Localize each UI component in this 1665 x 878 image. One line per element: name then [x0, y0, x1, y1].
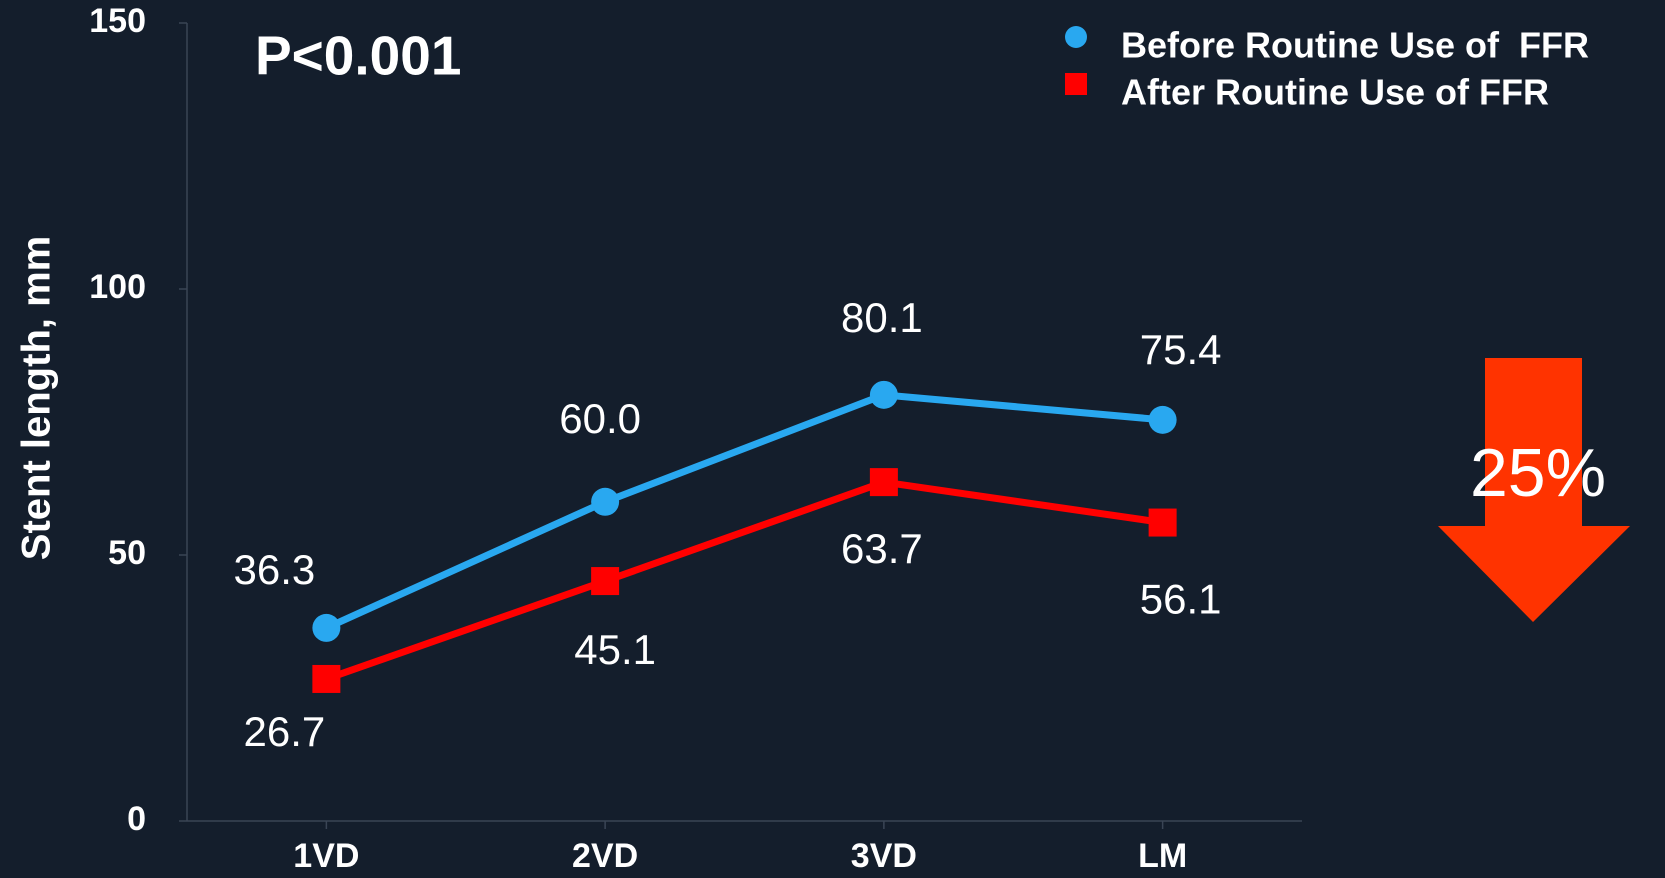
x-tick-label: 3VD [851, 837, 917, 875]
legend-marker [1065, 26, 1087, 48]
x-tick-label: 1VD [293, 837, 359, 875]
p-value: P<0.001 [255, 25, 461, 87]
marker [1148, 405, 1177, 434]
value-label: 63.7 [841, 525, 923, 572]
value-label: 45.1 [574, 626, 656, 673]
y-tick-label: 0 [127, 800, 146, 838]
decrease-arrow [1438, 358, 1630, 622]
value-label: 75.4 [1140, 326, 1222, 373]
value-label: 60.0 [559, 395, 641, 442]
y-tick-label: 150 [89, 2, 146, 40]
legend-label: Before Routine Use of FFR [1121, 25, 1589, 66]
y-axis-label: Stent length, mm [15, 236, 59, 560]
x-tick-label: LM [1138, 837, 1187, 875]
x-tick-label: 2VD [572, 837, 638, 875]
percent-annotation: 25% [1470, 435, 1606, 511]
value-label: 56.1 [1140, 576, 1222, 623]
value-label: 36.3 [234, 546, 316, 593]
series-line [324, 391, 1163, 632]
marker [591, 487, 620, 516]
legend-marker [1065, 73, 1087, 95]
marker [591, 567, 620, 596]
value-label: 80.1 [841, 294, 923, 341]
value-label: 26.7 [244, 708, 326, 755]
marker [312, 664, 341, 693]
marker [869, 468, 898, 497]
series-line [325, 478, 1164, 683]
y-tick-label: 50 [108, 534, 146, 572]
legend-label: After Routine Use of FFR [1121, 72, 1549, 113]
marker [312, 613, 341, 642]
y-tick-label: 100 [89, 268, 146, 306]
marker [869, 380, 898, 409]
marker [1148, 508, 1177, 537]
